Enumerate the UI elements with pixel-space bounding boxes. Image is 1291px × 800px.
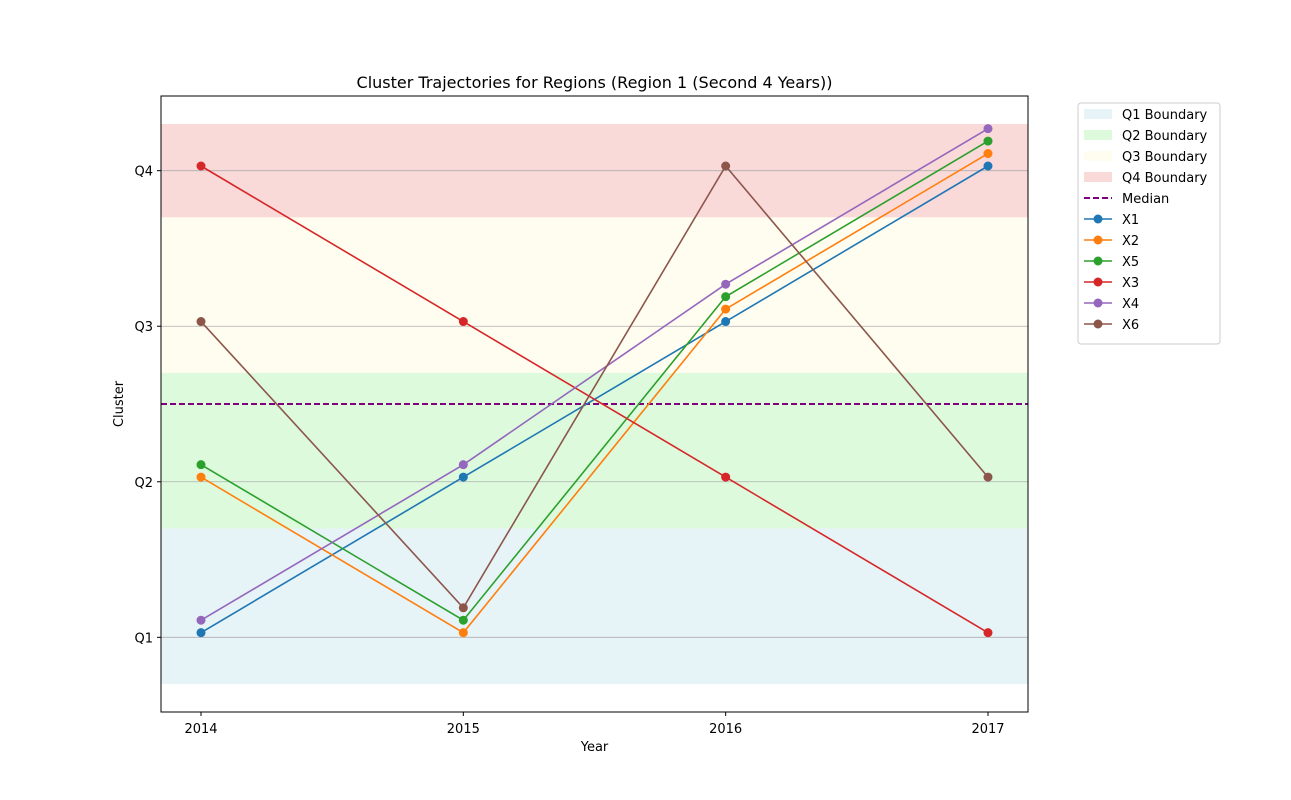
point-x1-2014	[196, 628, 206, 638]
x-tick-label: 2014	[184, 722, 217, 737]
series-line-x2	[200, 152, 989, 634]
point-x2-2016	[721, 304, 731, 314]
chart-title: Cluster Trajectories for Regions (Region…	[357, 73, 833, 92]
y-tick-label: Q3	[134, 320, 153, 335]
band-q3-boundary	[161, 217, 1028, 373]
point-x3-2015	[458, 317, 468, 327]
legend-swatch	[1084, 130, 1112, 140]
y-axis-ticks: Q1 Q2 Q3 Q4	[134, 165, 161, 646]
legend-item-q4-boundary: Q4 Boundary	[1084, 171, 1208, 186]
legend-label: X1	[1122, 213, 1139, 228]
point-x5-2015	[458, 615, 468, 625]
series-line-x3	[200, 165, 989, 634]
legend-label: X5	[1122, 255, 1139, 270]
legend-label: X3	[1122, 276, 1139, 291]
legend-label: Q1 Boundary	[1122, 108, 1208, 123]
legend-item-q2-boundary: Q2 Boundary	[1084, 129, 1208, 144]
point-x2-2015	[458, 628, 468, 638]
series-line-x4	[200, 127, 989, 621]
legend-item-x2: X2	[1084, 234, 1139, 249]
point-x1-2016	[721, 317, 731, 327]
x-axis-ticks: 2014 2015 2016 2017	[184, 712, 1005, 737]
point-x1-2017	[983, 161, 993, 171]
legend-item-x4: X4	[1084, 297, 1139, 312]
point-x6-2016	[721, 161, 731, 171]
plot-area-frame	[160, 95, 1029, 713]
legend-marker	[1093, 298, 1103, 308]
legend-marker	[1093, 319, 1103, 329]
point-x3-2016	[721, 472, 731, 482]
legend-item-x6: X6	[1084, 318, 1139, 333]
legend: Q1 Boundary Q2 Boundary Q3 Boundary Q4 Boun…	[1077, 102, 1221, 345]
legend-label: Q3 Boundary	[1122, 150, 1208, 165]
point-x4-2016	[721, 279, 731, 289]
y-tick-label: Q2	[134, 476, 153, 491]
point-x4-2017	[983, 124, 993, 134]
x-tick-label: 2015	[447, 722, 480, 737]
legend-label: X6	[1122, 318, 1139, 333]
point-x6-2015	[458, 603, 468, 613]
x-axis-label: Year	[580, 740, 609, 755]
point-x2-2017	[983, 149, 993, 159]
grid-lines	[161, 170, 1028, 638]
band-q2-boundary	[161, 372, 1028, 529]
band-q1-boundary	[161, 528, 1028, 684]
legend-label: Median	[1122, 192, 1169, 207]
legend-item-q1-boundary: Q1 Boundary	[1084, 108, 1208, 123]
series-layer	[196, 124, 993, 638]
point-x2-2014	[196, 472, 206, 482]
legend-marker	[1093, 214, 1103, 224]
legend-swatch	[1084, 151, 1112, 161]
legend-swatch	[1084, 172, 1112, 182]
x-tick-label: 2016	[709, 722, 742, 737]
legend-box	[1077, 102, 1221, 345]
y-tick-label: Q4	[134, 165, 153, 180]
point-x3-2014	[196, 161, 206, 171]
legend-label: X4	[1122, 297, 1139, 312]
point-x3-2017	[983, 628, 993, 638]
point-x6-2014	[196, 317, 206, 327]
legend-item-x1: X1	[1084, 213, 1139, 228]
x-tick-label: 2017	[971, 722, 1004, 737]
series-line-x6	[200, 164, 989, 610]
point-x6-2017	[983, 472, 993, 482]
point-x5-2016	[721, 292, 731, 302]
legend-marker	[1093, 277, 1103, 287]
legend-item-q3-boundary: Q3 Boundary	[1084, 150, 1208, 165]
series-x3	[196, 161, 993, 638]
legend-label: Q2 Boundary	[1122, 129, 1208, 144]
y-tick-label: Q1	[134, 631, 153, 646]
legend-item-x5: X5	[1084, 255, 1139, 270]
legend-label: Q4 Boundary	[1122, 171, 1208, 186]
point-x4-2014	[196, 615, 206, 625]
quartile-bands	[161, 124, 1028, 684]
series-x6	[196, 161, 993, 613]
point-x5-2014	[196, 460, 206, 470]
point-x4-2015	[458, 460, 468, 470]
legend-item-median: Median	[1084, 192, 1169, 207]
legend-item-x3: X3	[1084, 276, 1139, 291]
series-x4	[196, 124, 993, 625]
point-x5-2017	[983, 136, 993, 146]
legend-marker	[1093, 235, 1103, 245]
series-x2	[196, 149, 993, 638]
legend-label: X2	[1122, 234, 1139, 249]
legend-swatch	[1084, 109, 1112, 119]
y-axis-label: Cluster	[112, 380, 127, 427]
point-x1-2015	[458, 472, 468, 482]
legend-marker	[1093, 256, 1103, 266]
